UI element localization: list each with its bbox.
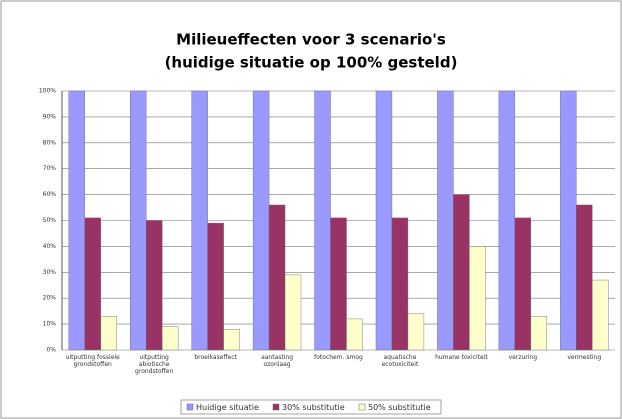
bar (437, 90, 454, 351)
x-tick-label: vermesting (567, 354, 602, 361)
x-tick-label: fotochem. smog (314, 354, 363, 361)
legend-label: Huidige situatie (196, 403, 259, 412)
bar (498, 90, 516, 351)
x-tick-label: verzuring (508, 354, 538, 361)
y-tick-label: 50% (43, 217, 57, 224)
x-tick-label: humane toxiciteit (435, 354, 488, 361)
legend-box (180, 399, 442, 415)
bar (453, 194, 470, 351)
x-tick-label: uitputting abiotische grondstoffen (135, 354, 174, 375)
chart-subtitle: (huidige situatie op 100% gesteld) (165, 54, 458, 72)
x-tick-label: aquatische ecotoxiciteit (381, 354, 419, 368)
legend-label: 50% substitutie (368, 403, 431, 412)
x-tick-label: broeikaseffect (194, 354, 237, 361)
x-tick-label: aantasting ozonlaag (261, 354, 294, 368)
y-tick-label: 20% (43, 295, 57, 302)
y-tick-label: 10% (43, 321, 57, 328)
bar (161, 326, 179, 351)
legend-swatch (272, 403, 280, 411)
y-tick-label: 40% (43, 243, 57, 250)
y-tick-label: 90% (43, 113, 57, 120)
bar (68, 90, 85, 351)
bar (469, 246, 486, 351)
bar (207, 222, 224, 351)
bar (514, 217, 532, 351)
bar (391, 217, 409, 351)
bar (576, 204, 593, 351)
x-tick-label: uitputting fossiele grondstoffen (65, 354, 120, 368)
bar (268, 204, 286, 351)
bar (346, 318, 363, 351)
chart-title: Milieueffecten voor 3 scenario's (176, 31, 446, 49)
bar (330, 217, 347, 351)
bar (191, 90, 208, 351)
bar (145, 220, 163, 351)
bar (560, 90, 577, 351)
y-tick-label: 70% (43, 165, 57, 172)
bar (223, 329, 240, 351)
legend-label: 30% substitutie (282, 403, 345, 412)
bar (100, 316, 117, 351)
bar (84, 217, 101, 351)
y-tick-label: 60% (43, 191, 57, 198)
legend-swatch (186, 403, 194, 411)
bar (314, 90, 331, 351)
bar (375, 90, 393, 351)
bar (592, 279, 609, 351)
bar (284, 274, 302, 351)
bar (130, 90, 147, 351)
bar (407, 313, 425, 351)
y-tick-label: 100% (39, 88, 56, 95)
bar (530, 316, 547, 351)
bar (252, 90, 270, 351)
y-tick-label: 0% (46, 347, 56, 354)
legend-swatch (358, 403, 366, 411)
y-tick-label: 80% (43, 139, 57, 146)
y-tick-label: 30% (43, 269, 57, 276)
